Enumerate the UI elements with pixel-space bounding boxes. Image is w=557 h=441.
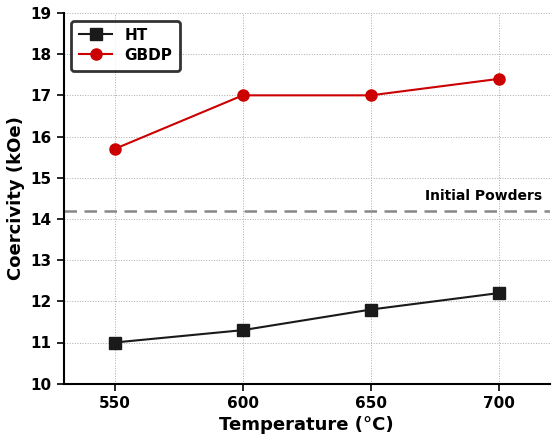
GBDP <box>240 93 246 98</box>
HT <box>111 340 118 345</box>
Y-axis label: Coercivity (kOe): Coercivity (kOe) <box>7 116 25 280</box>
GBDP <box>496 76 502 82</box>
X-axis label: Temperature (°C): Temperature (°C) <box>219 416 394 434</box>
Text: Initial Powders: Initial Powders <box>425 189 543 203</box>
Line: HT: HT <box>109 288 505 348</box>
GBDP <box>368 93 374 98</box>
HT <box>240 328 246 333</box>
GBDP <box>111 146 118 152</box>
HT <box>496 291 502 296</box>
Legend: HT, GBDP: HT, GBDP <box>71 21 180 71</box>
HT <box>368 307 374 312</box>
Line: GBDP: GBDP <box>109 73 505 154</box>
